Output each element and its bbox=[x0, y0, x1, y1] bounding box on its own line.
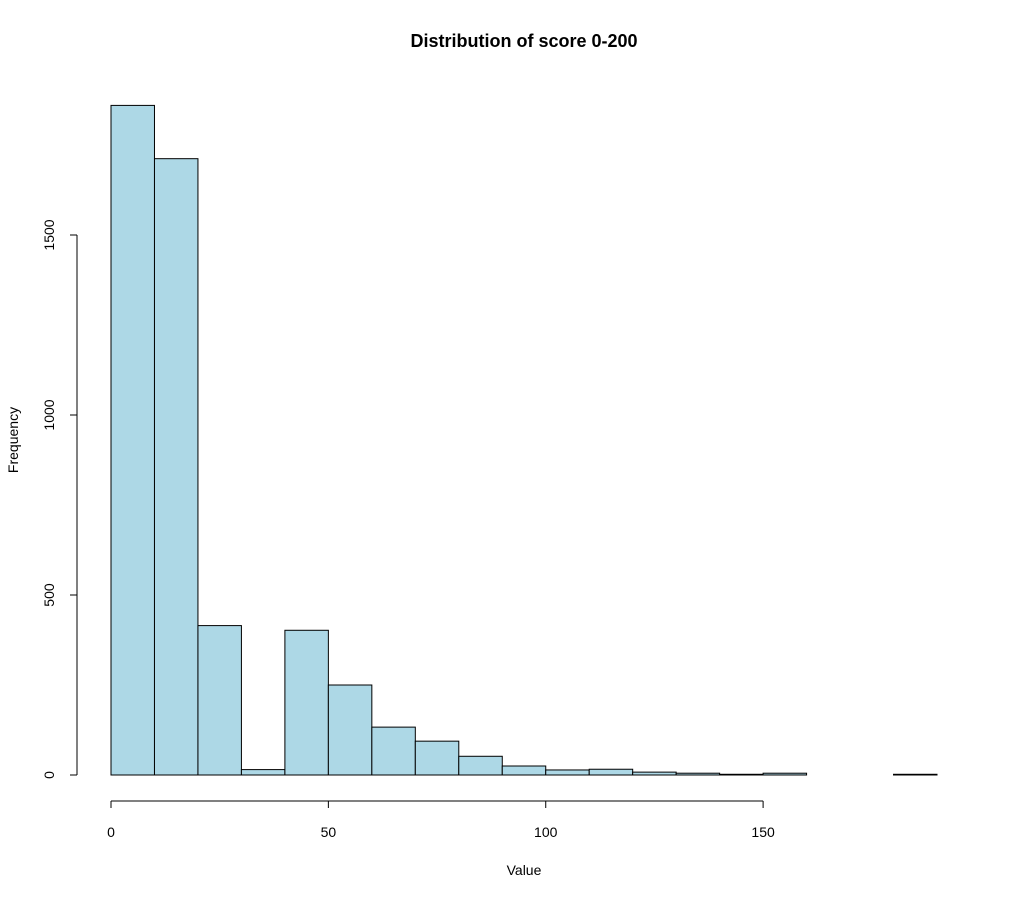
chart-title: Distribution of score 0-200 bbox=[410, 31, 637, 51]
y-tick-label: 0 bbox=[41, 771, 57, 779]
histogram-bar-70-80 bbox=[414, 740, 460, 776]
x-tick-label: 100 bbox=[534, 824, 558, 840]
x-axis: 0 50 100 150 bbox=[107, 800, 775, 840]
y-tick-label: 1500 bbox=[41, 219, 57, 250]
y-tick-label: 500 bbox=[41, 583, 57, 607]
bars-group bbox=[110, 104, 938, 776]
histogram-bar-20-30 bbox=[197, 625, 242, 776]
y-tick-label: 1000 bbox=[41, 399, 57, 430]
histogram-bar-140-150 bbox=[719, 773, 764, 776]
histogram-bar-60-70 bbox=[371, 726, 416, 776]
histogram-bar-0-10 bbox=[110, 104, 155, 776]
x-tick-label: 150 bbox=[751, 824, 775, 840]
histogram-bar-10-20 bbox=[153, 158, 199, 776]
histogram-bar-150-160 bbox=[762, 772, 808, 776]
histogram-bar-100-110 bbox=[545, 769, 590, 776]
histogram-bar-90-100 bbox=[501, 765, 547, 776]
histogram-bar-120-130 bbox=[632, 771, 677, 776]
y-axis: 0 500 1000 1500 bbox=[41, 219, 78, 779]
x-axis-label: Value bbox=[507, 862, 542, 878]
histogram-bar-130-140 bbox=[675, 772, 721, 776]
histogram-bar-180-190 bbox=[893, 773, 938, 776]
y-axis-label: Frequency bbox=[5, 407, 21, 473]
histogram-bar-110-120 bbox=[588, 768, 634, 776]
histogram-bar-40-50 bbox=[284, 629, 329, 776]
histogram-bar-30-40 bbox=[240, 769, 286, 776]
x-tick-label: 50 bbox=[321, 824, 337, 840]
histogram-bar-50-60 bbox=[327, 684, 373, 776]
x-tick-label: 0 bbox=[107, 824, 115, 840]
histogram-bar-80-90 bbox=[458, 755, 503, 776]
